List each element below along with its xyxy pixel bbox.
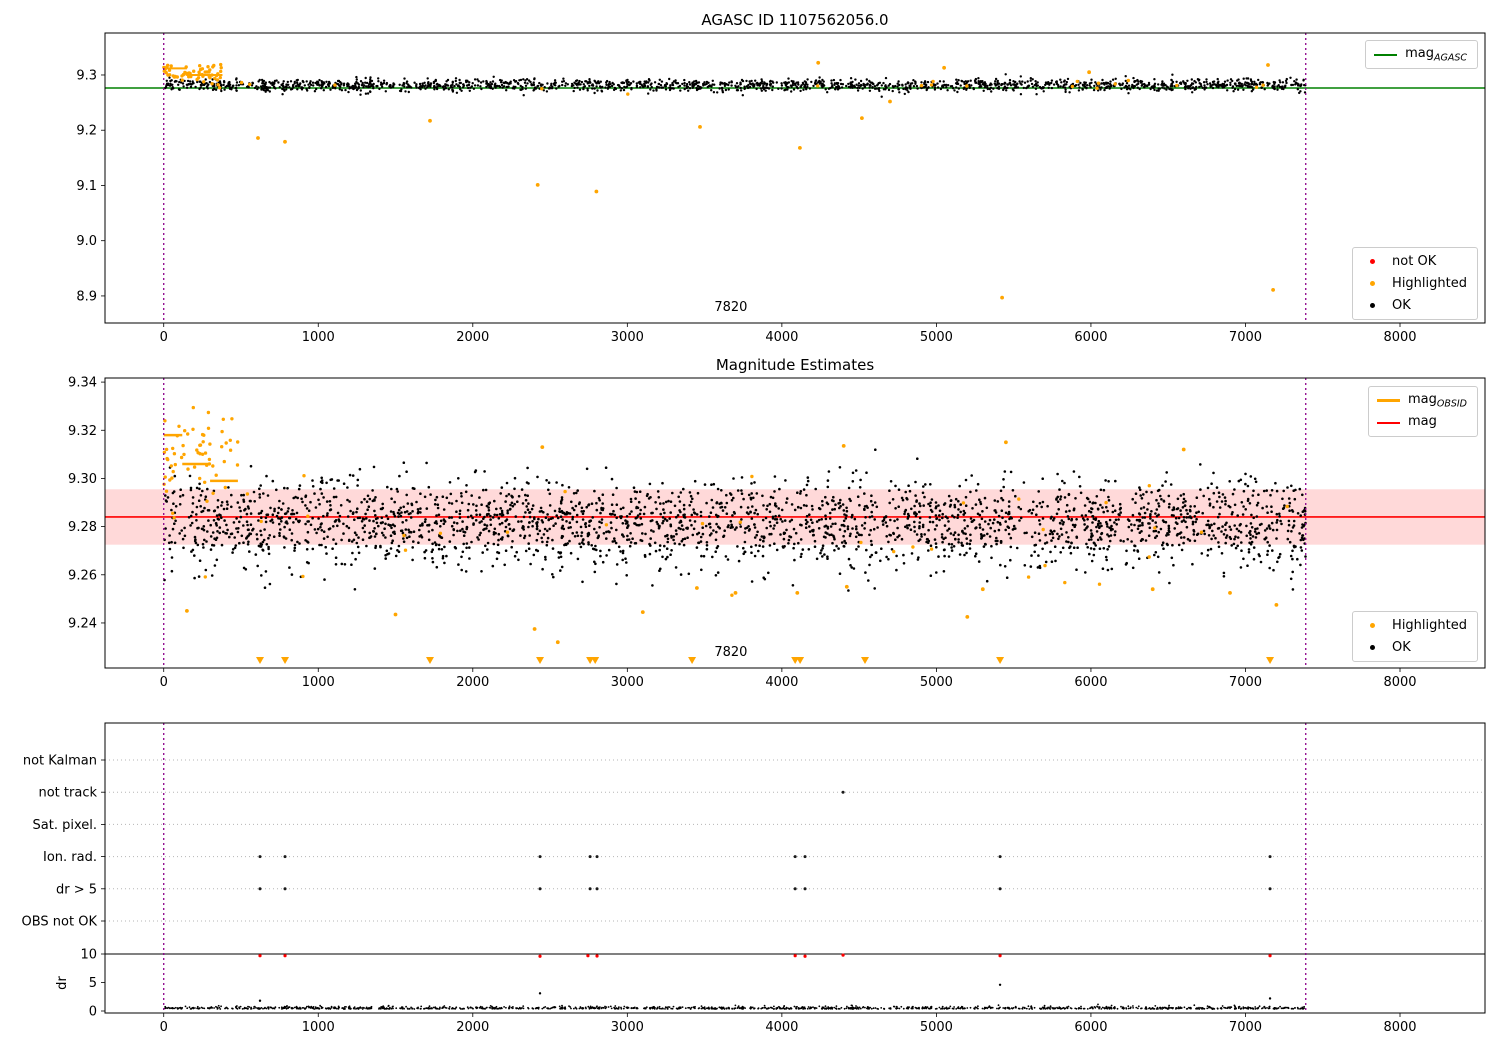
legend-item-mag-obsid: magOBSID [1376, 390, 1467, 411]
axes-frame [104, 722, 1486, 1014]
x-axis-ticks: 0 1000 2000 3000 4000 5000 6000 7000 8000 [160, 1013, 1417, 1035]
svg-text:2000: 2000 [456, 330, 489, 345]
svg-text:7820: 7820 [714, 645, 747, 660]
plot-1-data [105, 405, 1485, 645]
obsid-boundary-lines [163, 723, 1307, 1013]
svg-text:9.0: 9.0 [76, 234, 97, 249]
ok-dot-swatch [1370, 303, 1376, 308]
mag-line-swatch [1376, 421, 1400, 424]
svg-text:6000: 6000 [1074, 330, 1107, 345]
svg-text:7820: 7820 [714, 300, 747, 315]
plot-0-data [105, 60, 1485, 300]
svg-text:2000: 2000 [456, 675, 489, 690]
obsid-boundary-lines [163, 33, 1307, 323]
svg-text:9.3: 9.3 [76, 68, 97, 83]
legend-label-mag: mag [1407, 413, 1437, 429]
plot2-title: Magnitude Estimates [715, 356, 875, 374]
legend-label-ok: OK [1392, 298, 1411, 313]
y-axis-ticks: 8.9 9.0 9.1 9.2 9.3 [76, 68, 105, 304]
legend-item-mag: mag [1376, 412, 1467, 433]
x-axis-ticks: 0 1000 2000 3000 4000 5000 6000 7000 8000 [160, 323, 1417, 345]
legend-item-not-ok: not OK [1361, 251, 1467, 272]
legend-label-highlighted: Highlighted [1392, 276, 1467, 291]
legend-plot1-status[interactable]: not OK Highlighted OK [1352, 247, 1478, 320]
legend-mag-agasc[interactable]: magAGASC [1365, 40, 1478, 69]
legend-item-mag-agasc: magAGASC [1374, 44, 1467, 65]
svg-text:4000: 4000 [765, 330, 798, 345]
svg-text:9.34: 9.34 [68, 376, 97, 391]
legend-item-highlighted-2: Highlighted [1361, 615, 1467, 636]
svg-text:9.1: 9.1 [76, 179, 97, 194]
count-annotation: 7820 [714, 300, 747, 315]
svg-text:5000: 5000 [920, 330, 953, 345]
legend-label-ok-2: OK [1392, 640, 1411, 655]
highlighted-dot-swatch [1370, 623, 1376, 628]
axes-frame [104, 32, 1486, 324]
flag-points [258, 790, 1272, 891]
clipped-low-markers [255, 657, 1275, 664]
obsid-boundary-lines [163, 378, 1307, 668]
plot1-title: AGASC ID 1107562056.0 [701, 11, 889, 29]
svg-text:5000: 5000 [920, 675, 953, 690]
svg-text:7000: 7000 [1229, 675, 1262, 690]
svg-text:6000: 6000 [1074, 675, 1107, 690]
not-ok-dot-swatch [1370, 259, 1376, 264]
svg-text:9.32: 9.32 [68, 424, 97, 439]
svg-text:0: 0 [160, 330, 168, 345]
flag-gridlines [105, 759, 1485, 922]
legend-label-mag-obsid: magOBSID [1407, 391, 1467, 410]
x-axis-ticks: 0 1000 2000 3000 4000 5000 6000 7000 8000 [160, 668, 1417, 690]
axes-frame [104, 377, 1486, 669]
mag-obsid-line-swatch [1376, 399, 1400, 402]
legend-label-mag-agasc: magAGASC [1405, 45, 1467, 64]
ok-dot-swatch [1370, 645, 1376, 650]
mag-agasc-line-swatch [1374, 53, 1398, 56]
dr-ylabel: dr [55, 976, 70, 990]
svg-text:9.30: 9.30 [68, 472, 97, 487]
svg-text:9.24: 9.24 [68, 616, 97, 631]
plot-2-data [164, 953, 1305, 1010]
svg-text:8000: 8000 [1383, 330, 1416, 345]
legend-label-highlighted-2: Highlighted [1392, 618, 1467, 633]
svg-text:9.28: 9.28 [68, 520, 97, 535]
svg-text:4000: 4000 [765, 675, 798, 690]
svg-text:7000: 7000 [1229, 330, 1262, 345]
svg-text:3000: 3000 [611, 330, 644, 345]
svg-text:1000: 1000 [302, 675, 335, 690]
y-axis-ticks: 9.24 9.26 9.28 9.30 9.32 9.34 [68, 376, 105, 631]
svg-text:1000: 1000 [302, 330, 335, 345]
legend-item-highlighted: Highlighted [1361, 273, 1467, 294]
legend-item-ok: OK [1361, 295, 1467, 316]
legend-label-not-ok: not OK [1392, 254, 1437, 269]
svg-text:9.26: 9.26 [68, 568, 97, 583]
svg-text:3000: 3000 [611, 675, 644, 690]
svg-text:8000: 8000 [1383, 675, 1416, 690]
svg-text:8.9: 8.9 [76, 289, 97, 304]
count-annotation: 7820 [714, 645, 747, 660]
svg-text:0: 0 [160, 675, 168, 690]
legend-plot2-status[interactable]: Highlighted OK [1352, 611, 1478, 662]
legend-mag-lines[interactable]: magOBSID mag [1367, 386, 1478, 437]
svg-text:9.2: 9.2 [76, 124, 97, 139]
legend-item-ok-2: OK [1361, 637, 1467, 658]
highlighted-dot-swatch [1370, 281, 1376, 286]
